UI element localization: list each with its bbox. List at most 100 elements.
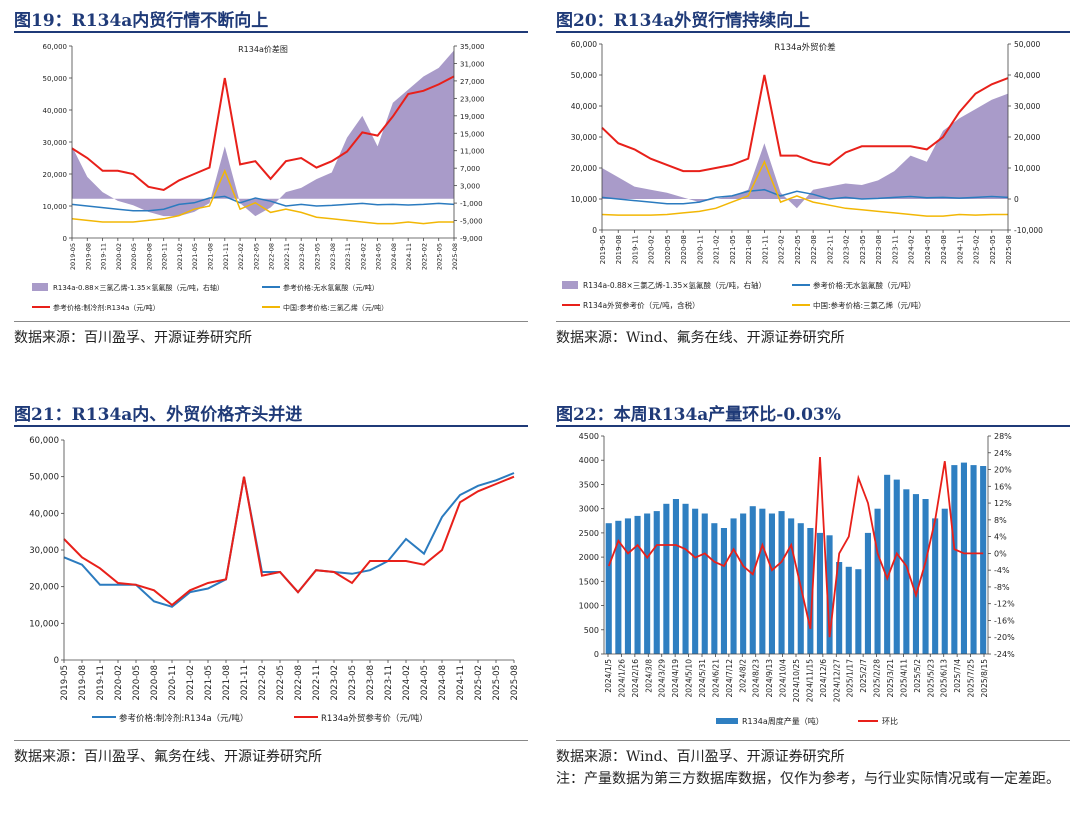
x-tick-label: 2025/7/25 xyxy=(967,659,976,698)
x-tick-label: 2023-08 xyxy=(875,235,883,264)
x-tick-label: 2024/4/19 xyxy=(671,659,680,698)
x-tick-label: 2023-02 xyxy=(298,243,306,270)
legend-label: R134a外贸参考价（元/吨） xyxy=(321,713,428,724)
chart-20: R134a外贸价差 0 10,000 20,000 30,000 40,000 50,000… xyxy=(562,40,1043,310)
y-tick-label: 4500 xyxy=(579,432,599,441)
x-tick-label: 2021-11 xyxy=(222,243,230,270)
x-tick-label: 2022-02 xyxy=(237,243,245,270)
title-rule xyxy=(14,425,528,427)
x-tick-label: 2020-11 xyxy=(696,235,704,264)
x-tick-label: 2022-08 xyxy=(294,665,304,701)
x-tick-label: 2020-02 xyxy=(114,665,124,701)
y2-tick-label: -24% xyxy=(994,650,1015,659)
bar xyxy=(624,518,631,654)
bar xyxy=(778,511,785,654)
y-tick-label: 0 xyxy=(54,656,59,666)
x-tick-label: 2019-05 xyxy=(69,243,77,270)
y-tick-label: 50,000 xyxy=(29,473,59,483)
series-line xyxy=(71,195,455,212)
bar xyxy=(874,508,881,654)
x-tick-label: 2021-02 xyxy=(176,243,184,270)
bar xyxy=(912,494,919,654)
x-tick-label: 2020-11 xyxy=(168,665,178,701)
x-tick-label: 2020-08 xyxy=(150,665,160,701)
x-tick-label: 2024/12/6 xyxy=(819,659,828,698)
series-line xyxy=(601,74,1009,173)
y2-tick-label: 4% xyxy=(994,533,1007,542)
y-tick-label: 50,000 xyxy=(571,71,597,80)
x-tick-label: 2025/5/2 xyxy=(913,659,922,693)
y2-tick-label: 3,000 xyxy=(460,183,480,191)
x-tick-label: 2021-02 xyxy=(713,235,721,264)
x-tick-label: 2021-02 xyxy=(186,665,196,701)
x-tick-label: 2025-05 xyxy=(989,235,997,264)
y2-tick-label: 50,000 xyxy=(1014,40,1040,49)
bar xyxy=(845,566,852,654)
bar xyxy=(615,520,622,654)
x-tick-label: 2024/1/26 xyxy=(617,659,626,698)
bar xyxy=(749,506,756,654)
y-tick-label: 40,000 xyxy=(29,509,59,519)
x-tick-label: 2022-08 xyxy=(810,235,818,264)
bar xyxy=(768,513,775,654)
y2-tick-label: -4% xyxy=(994,566,1010,575)
series-line xyxy=(71,168,454,225)
y-tick-label: 20,000 xyxy=(571,164,597,173)
x-tick-label: 2021-05 xyxy=(191,243,199,270)
bar xyxy=(730,518,737,654)
series-area xyxy=(72,50,454,217)
legend-label: 参考价格:无水氢氟酸（元/吨） xyxy=(283,283,379,292)
source-rule xyxy=(556,740,1070,741)
figure-title-20: 图20：R134a外贸行情持续向上 xyxy=(556,11,811,31)
y2-tick-label: 30,000 xyxy=(1014,102,1040,111)
bar xyxy=(932,518,939,654)
title-rule xyxy=(556,31,1070,33)
x-tick-label: 2024/2/16 xyxy=(631,659,640,698)
y-tick-label: 10,000 xyxy=(29,619,59,629)
bar xyxy=(720,528,727,654)
y2-tick-label: -20% xyxy=(994,633,1015,642)
source-text-21: 数据来源：百川盈孚、氟务在线、开源证券研究所 xyxy=(14,749,322,765)
x-tick-label: 2025-08 xyxy=(1005,235,1013,264)
source-text-20: 数据来源：Wind、氟务在线、开源证券研究所 xyxy=(556,330,845,346)
y2-tick-label: -8% xyxy=(994,583,1010,592)
x-tick-label: 2024/3/8 xyxy=(644,659,653,693)
source-rule xyxy=(14,740,528,741)
x-tick-label: 2022-02 xyxy=(258,665,268,701)
x-tick-label: 2019-11 xyxy=(96,665,106,701)
x-tick-label: 2025-05 xyxy=(436,243,444,270)
y2-tick-label: 31,000 xyxy=(460,60,485,68)
y2-tick-label: 16% xyxy=(994,482,1012,491)
bar xyxy=(711,523,718,654)
figure-title-22: 图22：本周R134a产量环比-0.03% xyxy=(556,405,841,425)
y2-tick-label: 40,000 xyxy=(1014,71,1040,80)
x-tick-label: 2024/5/31 xyxy=(698,659,707,698)
bar xyxy=(682,503,689,654)
y-tick-label: 2500 xyxy=(579,529,599,538)
y-tick-label: 40,000 xyxy=(43,107,68,115)
y2-tick-label: 12% xyxy=(994,499,1012,508)
x-tick-label: 2024/6/21 xyxy=(711,659,720,698)
x-tick-label: 2025/5/23 xyxy=(926,659,935,698)
x-tick-label: 2025/7/4 xyxy=(953,659,962,693)
y-tick-label: 30,000 xyxy=(43,139,68,147)
legend-label: R134a-0.88×三氯乙烯-1.35×氢氟酸（元/吨，右轴） xyxy=(53,283,224,292)
x-tick-label: 2024-02 xyxy=(402,665,412,701)
chart-22: 0 500 1000 1500 2000 2500 3000 3500 4000 4500 -24%… xyxy=(579,432,1015,726)
y-tick-label: 0 xyxy=(592,226,597,235)
x-tick-label: 2022-08 xyxy=(268,243,276,270)
y2-tick-label: -16% xyxy=(994,616,1015,625)
y-tick-label: 0 xyxy=(63,235,67,243)
source-text-22: 数据来源：Wind、百川盈孚、开源证券研究所 xyxy=(556,749,845,765)
x-tick-label: 2023-05 xyxy=(859,235,867,264)
x-tick-label: 2023-11 xyxy=(891,235,899,264)
legend-label: 参考价格:制冷剂:R134a（元/吨） xyxy=(119,713,248,724)
x-tick-label: 2021-08 xyxy=(222,665,232,701)
bar xyxy=(816,532,823,654)
x-tick-label: 2025/2/28 xyxy=(873,659,882,698)
y2-tick-label: 24% xyxy=(994,449,1012,458)
x-tick-label: 2024-05 xyxy=(420,665,430,701)
y2-tick-label: -9,000 xyxy=(460,235,483,243)
series-line xyxy=(63,475,515,607)
legend-label: 参考价格:制冷剂:R134a（元/吨） xyxy=(53,303,160,312)
